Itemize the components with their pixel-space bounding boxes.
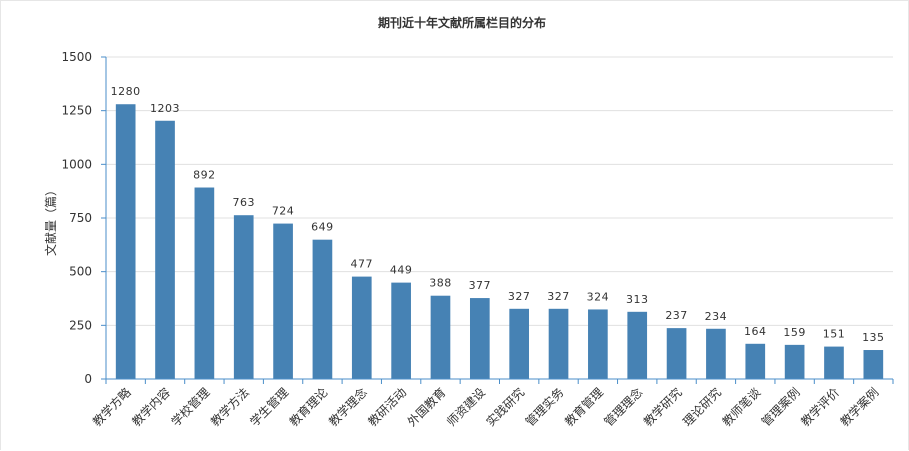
y-tick-label: 1500	[61, 50, 92, 64]
x-tick-label: 教学方法	[207, 385, 252, 430]
data-label: 1280	[111, 85, 141, 98]
data-label: 164	[744, 325, 767, 338]
data-label: 724	[272, 205, 295, 218]
y-axis-label: 文献量（篇）	[43, 184, 58, 256]
data-label: 135	[862, 331, 885, 344]
y-tick-label: 0	[84, 372, 92, 386]
x-tick-label: 管理理念	[601, 385, 646, 430]
x-tick-label: 教学评价	[798, 385, 843, 430]
chart-title: 期刊近十年文献所属栏目的分布	[378, 15, 546, 30]
data-label: 237	[665, 309, 688, 322]
bar-教育管理	[588, 309, 608, 379]
bars	[115, 104, 884, 380]
x-tick-label: 理论研究	[679, 385, 724, 430]
data-label: 649	[311, 221, 334, 234]
y-tick-label: 500	[69, 265, 92, 279]
x-tick-label: 教学理念	[325, 385, 370, 430]
bar-教学方法	[233, 215, 254, 379]
bar-教学研究	[666, 328, 687, 379]
bar-实践研究	[509, 308, 530, 379]
y-tick-label: 250	[69, 318, 92, 332]
bar-管理理念	[627, 311, 648, 379]
x-tick-label: 管理实务	[522, 385, 567, 430]
x-tick-label: 教研活动	[365, 385, 410, 430]
y-tick-label: 750	[69, 211, 92, 225]
data-label: 892	[193, 169, 216, 182]
bar-学生管理	[273, 223, 293, 379]
bar-教师笔谈	[745, 343, 766, 379]
data-label: 327	[547, 290, 570, 303]
data-label: 313	[626, 293, 649, 306]
data-labels: 1280 1203 892 763 724 649 477 449 388 377 327 327 32…	[111, 85, 885, 344]
bar-教研活动	[391, 282, 411, 379]
bar-教学评价	[824, 346, 844, 379]
x-tick-label: 实践研究	[483, 385, 528, 430]
data-label: 377	[469, 279, 492, 292]
x-tick-label: 教育管理	[561, 385, 606, 430]
bar-教学方略	[115, 104, 136, 379]
grid-lines	[106, 56, 893, 326]
bar-理论研究	[706, 328, 726, 379]
x-tick-label: 外国教育	[404, 385, 449, 430]
data-label: 324	[587, 290, 610, 303]
x-tick-label: 学校管理	[168, 385, 213, 430]
data-label: 1203	[150, 102, 180, 115]
x-tick-label: 教学案例	[837, 385, 882, 430]
x-tick-label: 教学方略	[89, 385, 134, 430]
bar-管理实务	[548, 308, 569, 379]
bar-教学案例	[863, 350, 884, 379]
bar-管理案例	[784, 344, 805, 379]
x-tick-label: 学生管理	[247, 385, 292, 430]
x-tick-label: 管理案例	[758, 385, 803, 430]
y-tick-label: 1250	[61, 104, 92, 118]
x-tick-label: 师资建设	[444, 385, 488, 429]
x-tick-label: 教学内容	[129, 385, 174, 430]
bar-教学理念	[351, 276, 372, 379]
x-axis-ticks: 教学方略教学内容学校管理教学方法学生管理教育理论教学理念教研活动外国教育师资建设…	[89, 379, 894, 430]
bar-外国教育	[430, 295, 451, 379]
x-tick-label: 教育理论	[286, 385, 331, 430]
data-label: 234	[705, 310, 728, 323]
bar-师资建设	[469, 298, 490, 379]
y-tick-label: 1000	[61, 157, 92, 171]
data-label: 327	[508, 290, 531, 303]
x-tick-label: 教师笔谈	[719, 385, 764, 430]
x-tick-label: 教学研究	[640, 385, 685, 430]
data-label: 763	[232, 196, 255, 209]
data-label: 477	[351, 258, 374, 271]
data-label: 159	[783, 326, 806, 339]
data-label: 449	[390, 264, 413, 277]
y-axis-ticks: 0 250 500 750 1000 1250 1500	[61, 50, 106, 386]
bar-教育理论	[312, 239, 333, 379]
data-label: 388	[429, 277, 452, 290]
bar-教学内容	[155, 120, 175, 380]
data-label: 151	[823, 328, 846, 341]
bar-学校管理	[194, 187, 215, 379]
